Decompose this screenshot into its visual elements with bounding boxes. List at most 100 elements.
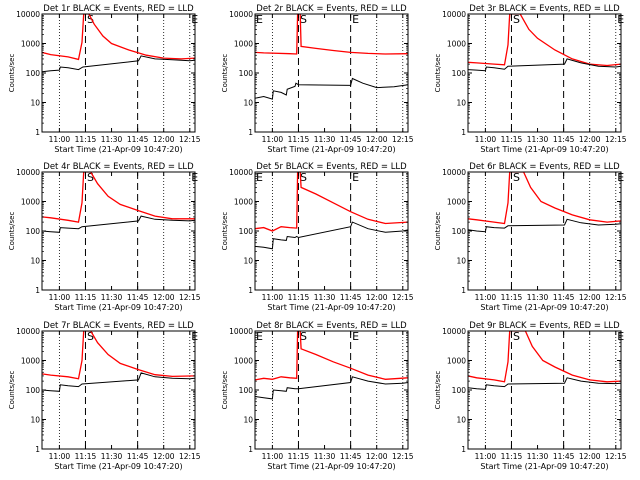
marker-label-e: E [352,330,359,343]
x-tick-label: 12:15 [392,452,414,461]
x-tick-label: 11:15 [501,135,523,144]
series-line-events [468,218,621,233]
plot-frame [467,171,622,291]
x-tick-label: 12:00 [579,293,601,302]
y-tick-label: 1 [35,445,40,454]
y-axis-label: Counts/sec [434,54,442,93]
series-line-events [42,55,195,73]
y-axis-label: Counts/sec [8,371,16,410]
y-tick-label: 1000 [21,40,40,49]
marker-label-s: S [300,13,307,26]
panel-title: Det 5r BLACK = Events, RED = LLD [256,162,407,172]
marker-label-e: E [256,13,263,26]
y-tick-label: 10000 [16,10,40,19]
y-tick-label: 1 [248,445,253,454]
series-line-lld [42,14,195,61]
x-tick-label: 11:00 [262,293,284,302]
x-tick-label: 11:30 [101,452,123,461]
series-line-lld [468,331,621,383]
y-tick-label: 1 [461,445,466,454]
y-tick-label: 10000 [229,168,253,177]
marker-label-e: E [352,171,359,184]
x-tick-label: 11:45 [553,135,575,144]
y-axis-label: Counts/sec [8,54,16,93]
x-tick-label: 11:15 [288,135,310,144]
y-tick-label: 1000 [234,357,253,366]
y-axis-label: Counts/sec [434,212,442,251]
series-line-events [255,376,408,400]
x-tick-label: 12:00 [579,135,601,144]
y-tick-label: 1000 [21,357,40,366]
x-tick-label: 11:00 [49,135,71,144]
y-tick-label: 1 [35,286,40,295]
x-tick-label: 11:30 [314,293,336,302]
x-tick-label: 11:45 [127,293,149,302]
series-line-lld [255,331,408,381]
x-tick-label: 11:00 [262,452,284,461]
panel-title: Det 7r BLACK = Events, RED = LLD [43,321,194,331]
y-tick-label: 10 [30,99,40,108]
series-line-lld [255,14,408,55]
marker-label-s: S [87,330,94,343]
y-tick-label: 10 [456,257,466,266]
x-tick-label: 11:45 [127,135,149,144]
y-tick-label: 100 [26,227,41,236]
x-tick-label: 11:00 [49,293,71,302]
y-tick-label: 1000 [447,40,466,49]
y-axis-label: Counts/sec [221,54,229,93]
x-tick-label: 11:30 [314,135,336,144]
x-tick-label: 11:00 [475,293,497,302]
x-tick-label: 12:00 [579,452,601,461]
panel-title: Det 4r BLACK = Events, RED = LLD [43,162,194,172]
y-tick-label: 10 [243,99,253,108]
y-tick-label: 10000 [16,168,40,177]
x-tick-label: 11:30 [101,293,123,302]
series-line-events [42,215,195,233]
plot-frame [467,330,622,450]
x-axis-label: Start Time (21-Apr-09 10:47:20) [480,145,608,154]
plot-frame [467,13,622,133]
series-line-lld [468,14,621,67]
marker-label-s: S [300,330,307,343]
x-tick-label: 11:15 [288,452,310,461]
y-tick-label: 1000 [234,198,253,207]
x-tick-label: 12:00 [366,452,388,461]
y-tick-label: 10000 [229,327,253,336]
y-tick-label: 1 [248,128,253,137]
y-tick-label: 100 [26,69,41,78]
panel-title: Det 3r BLACK = Events, RED = LLD [469,4,620,14]
y-tick-label: 1000 [447,357,466,366]
marker-label-e: E [256,330,263,343]
x-tick-label: 12:00 [153,135,175,144]
marker-label-s: S [87,13,94,26]
x-tick-label: 11:15 [501,452,523,461]
x-tick-label: 11:30 [101,135,123,144]
x-tick-label: 11:45 [553,293,575,302]
series-line-events [42,372,195,392]
series-line-events [468,377,621,390]
marker-label-s: S [513,330,520,343]
x-tick-label: 11:00 [475,135,497,144]
x-axis-label: Start Time (21-Apr-09 10:47:20) [54,303,182,312]
panel-title: Det 1r BLACK = Events, RED = LLD [43,4,194,14]
x-tick-label: 11:15 [288,293,310,302]
marker-label-s: S [513,13,520,26]
x-axis-label: Start Time (21-Apr-09 10:47:20) [54,145,182,154]
series-line-lld [42,331,195,380]
x-axis-label: Start Time (21-Apr-09 10:47:20) [267,145,395,154]
x-tick-label: 12:00 [153,293,175,302]
x-tick-label: 11:30 [527,293,549,302]
marker-label-s: S [300,171,307,184]
y-tick-label: 10 [243,257,253,266]
x-tick-label: 12:15 [392,135,414,144]
x-axis-label: Start Time (21-Apr-09 10:47:20) [267,303,395,312]
x-tick-label: 11:45 [340,293,362,302]
marker-label-e: E [352,13,359,26]
y-tick-label: 10000 [442,10,466,19]
marker-label-e: E [256,171,263,184]
